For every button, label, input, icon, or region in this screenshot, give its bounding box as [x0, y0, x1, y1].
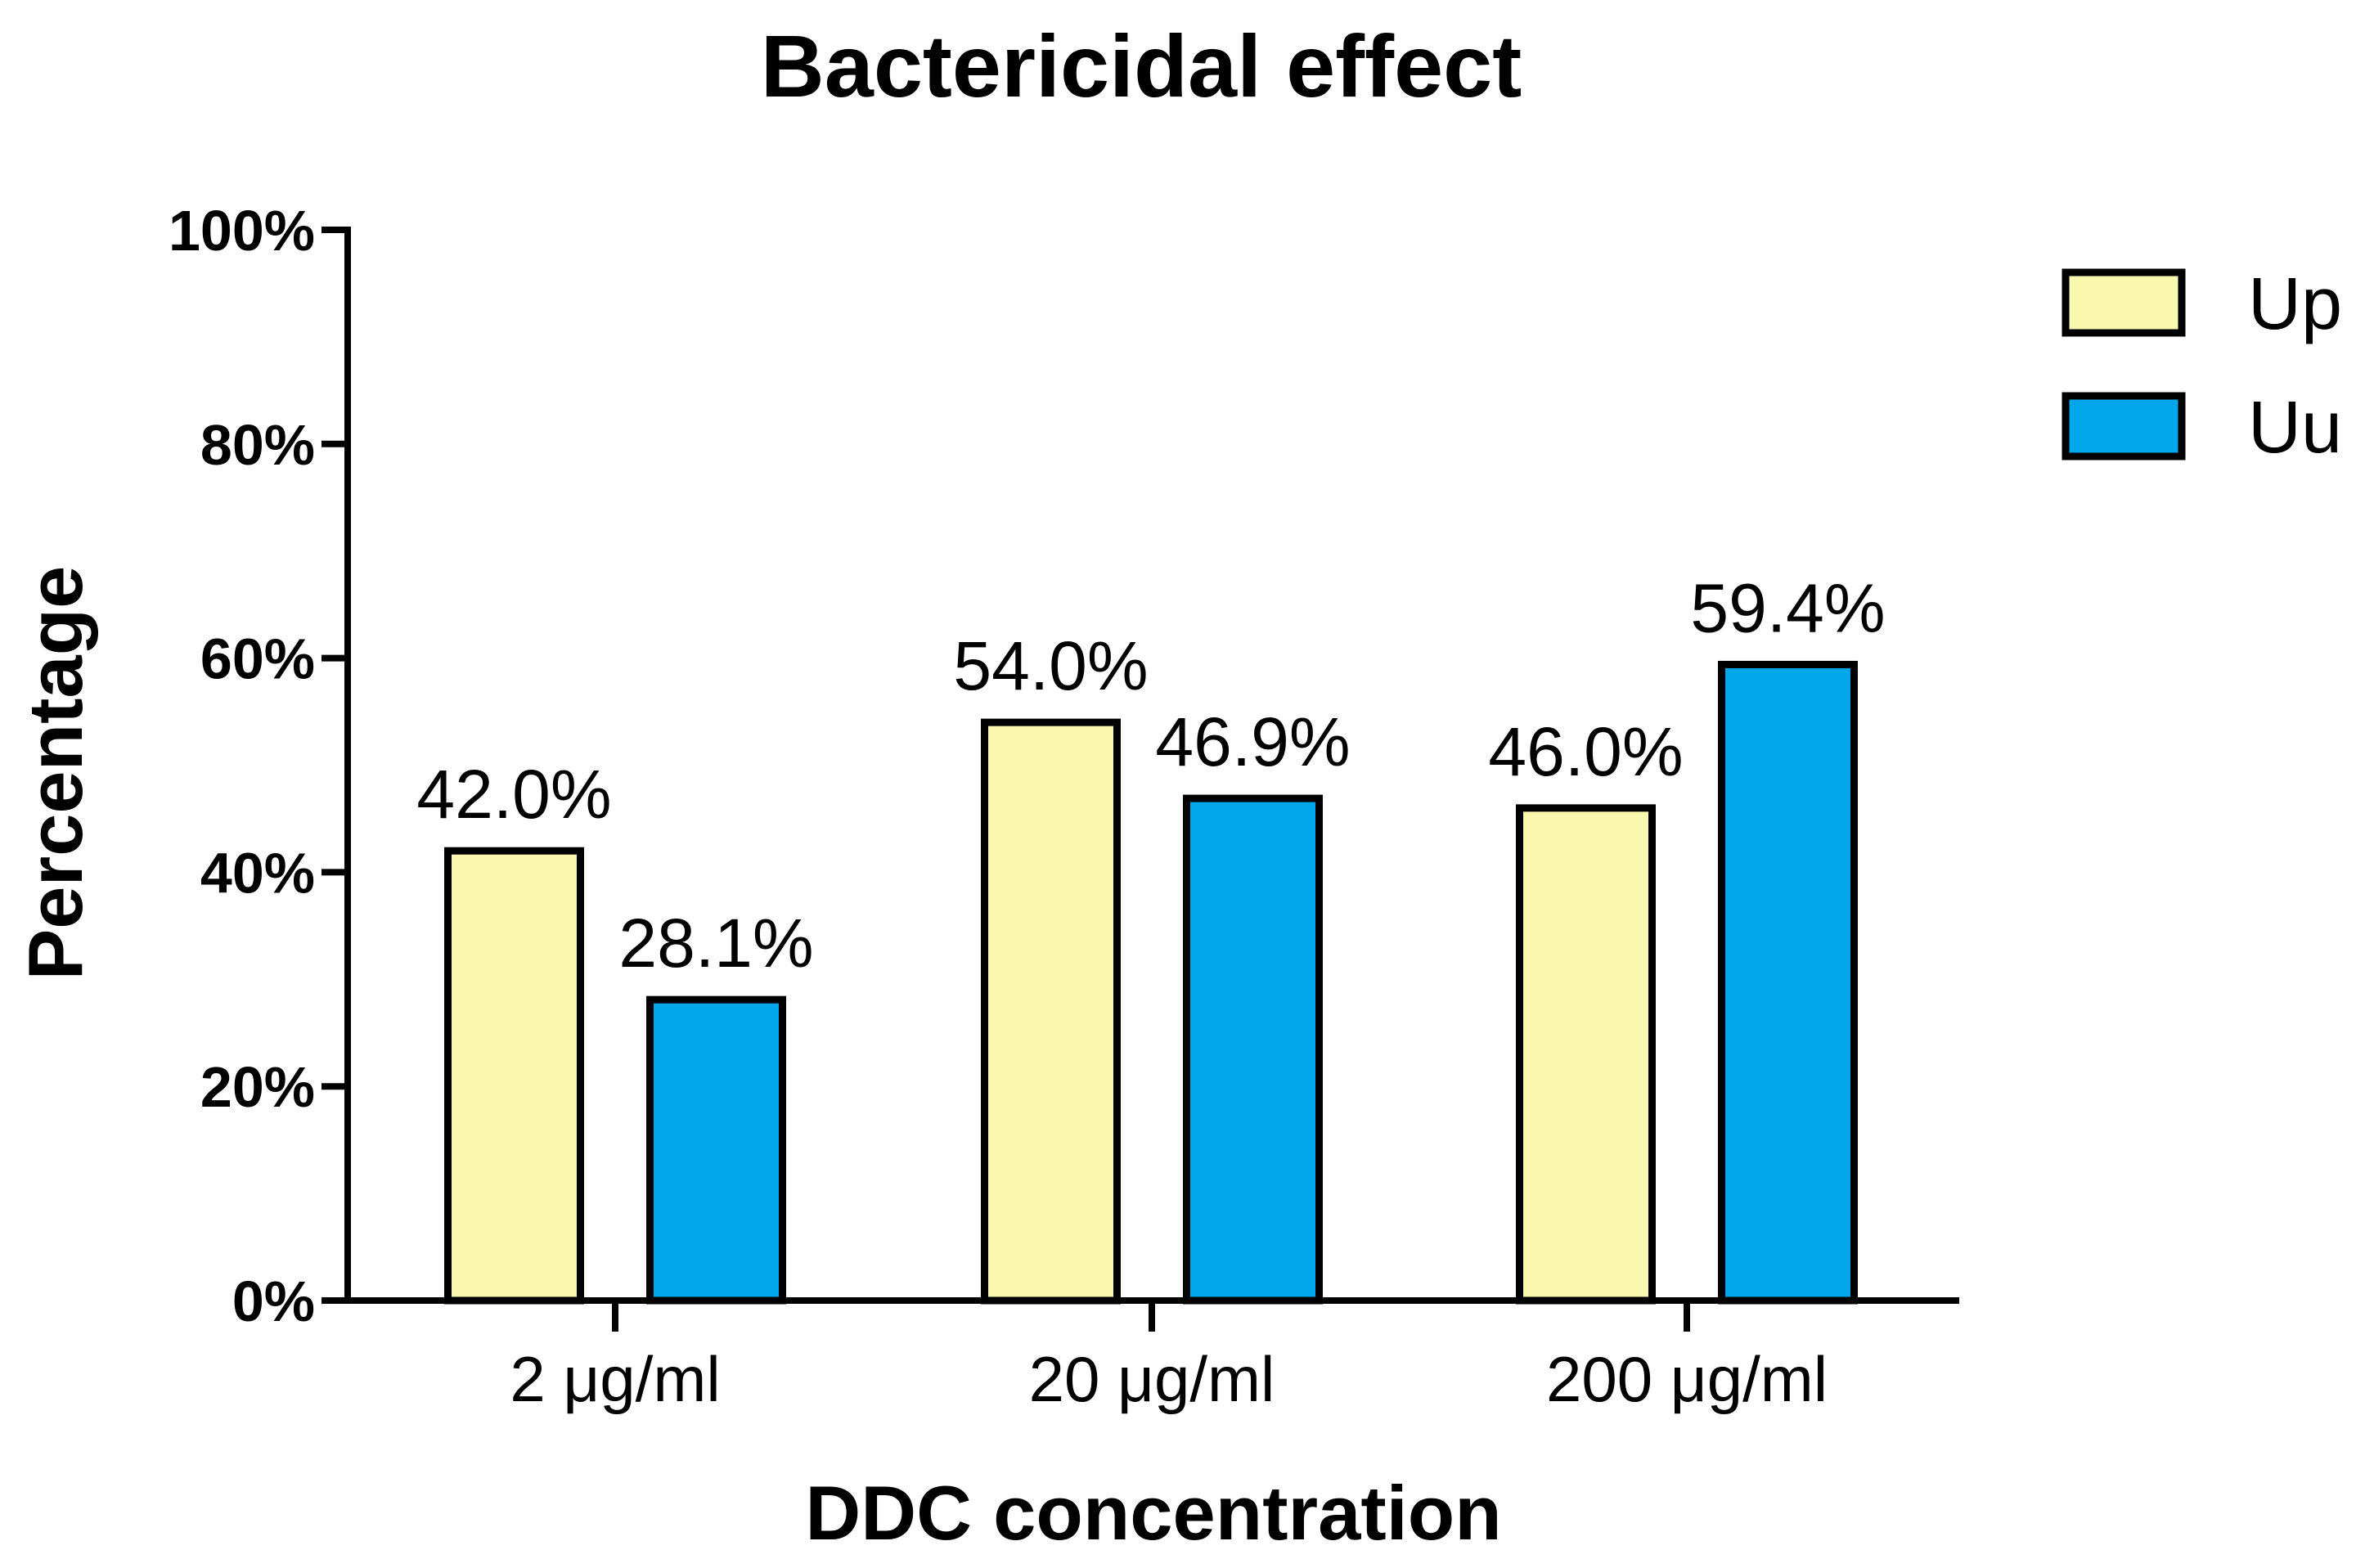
y-tick-label: 40% — [200, 841, 315, 905]
bar-up — [444, 847, 584, 1305]
data-label-uu: 59.4% — [1690, 569, 1885, 646]
bar-uu — [1183, 794, 1323, 1305]
data-label-up: 46.0% — [1488, 713, 1683, 790]
data-label-uu: 46.9% — [1155, 703, 1350, 780]
y-tick-label: 20% — [200, 1055, 315, 1119]
legend: Up Uu — [2062, 263, 2342, 469]
y-tick-label: 100% — [169, 199, 315, 263]
data-label-up: 42.0% — [416, 756, 611, 833]
x-tick-label: 20 μg/ml — [1029, 1343, 1275, 1415]
y-tick-label: 80% — [200, 413, 315, 477]
bars — [444, 660, 1858, 1305]
bar-up — [1516, 804, 1656, 1305]
chart-title: Bactericidal effect — [761, 16, 1522, 115]
bar-up — [981, 718, 1121, 1305]
x-axis-title: DDC concentration — [805, 1470, 1501, 1556]
y-tick-label: 60% — [200, 627, 315, 691]
legend-swatch-uu — [2062, 392, 2186, 461]
data-labels: 42.0% 54.0% 46.0% 28.1% 46.9% 59.4% — [416, 569, 1885, 982]
y-tick-label: 0% — [232, 1269, 315, 1333]
x-axis: 2 μg/ml 20 μg/ml 200 μg/ml — [344, 1297, 1959, 1415]
y-axis-title: Percentage — [12, 566, 98, 981]
bar-uu — [1718, 660, 1858, 1305]
x-tick-label: 200 μg/ml — [1546, 1343, 1828, 1415]
legend-label-up: Up — [2248, 263, 2342, 345]
x-tick-label: 2 μg/ml — [510, 1343, 720, 1415]
legend-label-uu: Uu — [2248, 387, 2342, 469]
data-label-up: 54.0% — [953, 627, 1148, 704]
y-axis: 0% 20% 40% 60% 80% 100% — [169, 199, 351, 1333]
bar-uu — [646, 995, 786, 1305]
data-label-uu: 28.1% — [618, 905, 813, 982]
legend-swatch-up — [2062, 268, 2186, 337]
